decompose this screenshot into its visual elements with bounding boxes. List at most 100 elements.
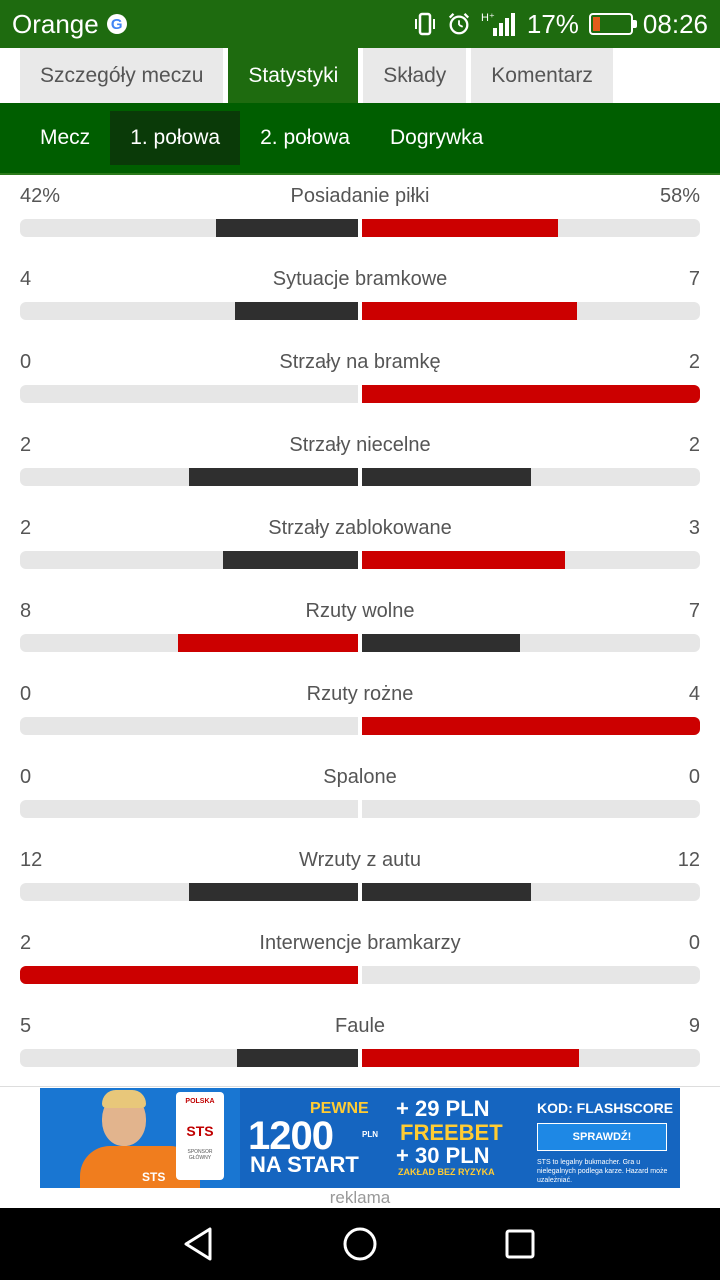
home-icon[interactable]: [330, 1214, 390, 1274]
stat-home-bar: [20, 966, 358, 984]
ad-promo-code: KOD: FLASHSCORE: [537, 1100, 674, 1116]
stat-row: 8 Rzuty wolne 7: [20, 590, 700, 673]
stat-row: 4 Sytuacje bramkowe 7: [20, 258, 700, 341]
stat-home-value: 2: [20, 434, 32, 456]
stat-home-bar-track: [20, 219, 358, 237]
tab-statistics[interactable]: Statystyki: [228, 48, 359, 103]
stat-label: Posiadanie piłki: [290, 185, 430, 207]
stat-away-bar: [362, 634, 520, 652]
stat-home-bar-track: [20, 302, 358, 320]
stat-home-value: 12: [20, 849, 43, 871]
stat-label: Sytuacje bramkowe: [272, 268, 448, 290]
stat-label: Spalone: [323, 766, 397, 788]
stat-home-bar: [178, 634, 358, 652]
tab-lineups[interactable]: Składy: [363, 48, 467, 103]
stat-label: Wrzuty z autu: [299, 849, 421, 871]
stat-away-bar: [362, 219, 558, 237]
stat-home-value: 0: [20, 683, 32, 705]
navigation-bar: [0, 1208, 720, 1280]
stat-home-bar: [189, 883, 358, 901]
stat-away-bar-track: [362, 302, 700, 320]
signal-icon: H⁺: [481, 10, 517, 38]
status-icons: H⁺ 17% 08:26: [413, 9, 708, 40]
ad-plus29: + 29 PLN: [396, 1096, 490, 1121]
stat-away-value: 9: [688, 1015, 700, 1037]
stat-away-value: 7: [688, 600, 700, 622]
stat-home-value: 42%: [20, 185, 61, 207]
stat-label: Strzały niecelne: [289, 434, 431, 456]
stat-home-bar-track: [20, 551, 358, 569]
stat-away-value: 0: [688, 932, 700, 954]
stats-list: 42% Posiadanie piłki 58% 4 Sytuacje bramkowe…: [20, 175, 700, 1088]
tab-match-details[interactable]: Szczegóły meczu: [20, 48, 224, 103]
battery-level: [592, 17, 600, 31]
ad-banner[interactable]: STS POLSKA STS SPONSOR GŁÓWNY PEWNE 1200…: [40, 1088, 680, 1188]
ad-zaklad: ZAKŁAD BEZ RYZYKA: [398, 1167, 495, 1177]
back-icon[interactable]: [170, 1214, 230, 1274]
stat-row: 12 Wrzuty z autu 12: [20, 839, 700, 922]
stat-home-bar-track: [20, 800, 358, 818]
stat-home-bar-track: [20, 966, 358, 984]
stat-away-bar-track: [362, 966, 700, 984]
stat-away-bar: [362, 1049, 579, 1067]
carrier-name: Orange: [12, 8, 99, 39]
stat-row: 2 Strzały niecelne 2: [20, 424, 700, 507]
stat-away-value: 4: [688, 683, 700, 705]
stat-away-bar: [362, 717, 700, 735]
ad-shirt-logo: STS: [142, 1170, 166, 1184]
ad-pewne: PEWNE: [310, 1100, 369, 1117]
tab-commentary[interactable]: Komentarz: [471, 48, 613, 103]
stat-home-value: 0: [20, 351, 32, 373]
stat-label: Interwencje bramkarzy: [259, 932, 461, 954]
stat-home-bar: [216, 219, 358, 237]
ad-caption: reklama: [329, 1188, 391, 1207]
stat-row: 2 Interwencje bramkarzy 0: [20, 922, 700, 1005]
vibrate-icon: [413, 10, 437, 38]
tabs-row: Szczegóły meczu Statystyki Składy Komentarz: [0, 48, 720, 103]
stat-away-bar-track: [362, 717, 700, 735]
alarm-icon: [447, 10, 471, 38]
stat-label: Faule: [334, 1015, 386, 1037]
ad-na-start: NA START: [250, 1152, 359, 1177]
ad-sponsor-badge: POLSKA STS SPONSOR GŁÓWNY: [176, 1092, 224, 1180]
tabs-bar: Szczegóły meczu Statystyki Składy Komentarz: [0, 48, 720, 103]
stat-away-bar: [362, 302, 577, 320]
stat-label: Rzuty wolne: [305, 600, 415, 622]
ad-legal-text: STS to legalny bukmacher. Gra u nielegal…: [537, 1159, 668, 1184]
ad-check-button[interactable]: SPRAWDŹ!: [537, 1123, 667, 1151]
period-tab-match[interactable]: Mecz: [40, 126, 91, 149]
google-icon: G: [106, 14, 127, 34]
period-tabs: Mecz 1. połowa 2. połowa Dogrywka: [0, 103, 720, 175]
stat-home-value: 2: [20, 517, 32, 539]
ad-amount: 1200: [248, 1114, 334, 1158]
stat-home-bar-track: [20, 1049, 358, 1067]
stat-away-bar-track: [362, 800, 700, 818]
recents-icon[interactable]: [490, 1214, 550, 1274]
stat-row: 0 Strzały na bramkę 2: [20, 341, 700, 424]
stat-home-bar: [237, 1049, 358, 1067]
stat-row: 0 Rzuty rożne 4: [20, 673, 700, 756]
ad-amount-currency: PLN: [362, 1130, 378, 1139]
clock: 08:26: [642, 8, 708, 39]
stat-row: 42% Posiadanie piłki 58%: [20, 175, 700, 258]
stat-away-bar-track: [362, 551, 700, 569]
divider: [0, 1086, 720, 1087]
stat-home-bar-track: [20, 385, 358, 403]
stat-away-value: 2: [688, 351, 700, 373]
period-tab-extra-time[interactable]: Dogrywka: [390, 126, 484, 149]
stat-away-bar: [362, 385, 700, 403]
period-tab-first-half[interactable]: 1. połowa: [110, 111, 241, 165]
stat-away-value: 0: [688, 766, 700, 788]
stat-away-value: 3: [688, 517, 700, 539]
stat-home-bar: [235, 302, 358, 320]
stat-row: 5 Faule 9: [20, 1005, 700, 1088]
ad-freebet: FREEBET: [400, 1120, 503, 1145]
stat-away-bar-track: [362, 385, 700, 403]
period-tab-second-half[interactable]: 2. połowa: [260, 126, 350, 149]
stat-home-value: 0: [20, 766, 32, 788]
stat-away-bar-track: [362, 468, 700, 486]
battery-percent: 17%: [526, 8, 579, 39]
signal-badge: H⁺: [481, 12, 495, 24]
stat-home-bar-track: [20, 883, 358, 901]
stat-home-value: 8: [20, 600, 32, 622]
